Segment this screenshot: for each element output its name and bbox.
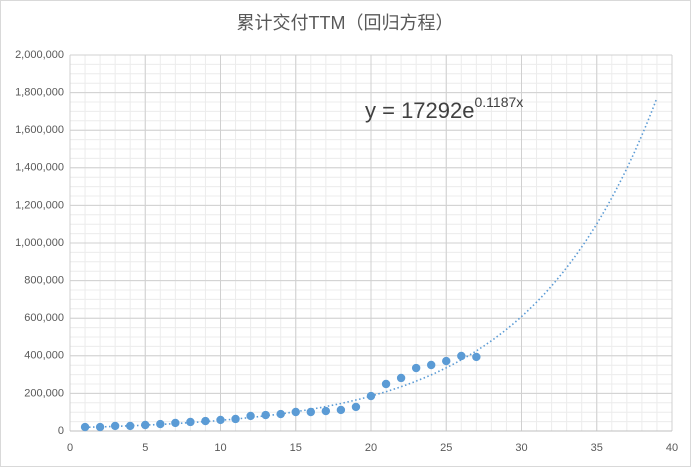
x-tick-label: 0 bbox=[67, 442, 73, 454]
y-tick-label: 1,200,000 bbox=[15, 199, 64, 211]
y-tick-label: 600,000 bbox=[24, 312, 64, 324]
y-tick-label: 2,000,000 bbox=[15, 49, 64, 61]
y-tick-label: 1,800,000 bbox=[15, 87, 64, 99]
data-point bbox=[321, 406, 331, 416]
data-point bbox=[80, 422, 90, 432]
data-point bbox=[381, 379, 391, 389]
y-tick-label: 400,000 bbox=[24, 350, 64, 362]
data-point bbox=[261, 410, 270, 420]
x-tick-label: 35 bbox=[591, 442, 603, 454]
data-point bbox=[126, 421, 135, 431]
data-point bbox=[276, 409, 285, 419]
data-point bbox=[141, 420, 150, 430]
data-point bbox=[171, 418, 180, 428]
data-point bbox=[110, 421, 120, 431]
data-point bbox=[201, 416, 210, 426]
data-point bbox=[95, 422, 105, 432]
data-point bbox=[396, 373, 406, 383]
chart-title: 累计交付TTM（回归方程） bbox=[237, 13, 454, 33]
x-tick-label: 20 bbox=[365, 442, 377, 454]
x-tick-label: 5 bbox=[142, 442, 148, 454]
y-tick-label: 0 bbox=[58, 425, 64, 437]
trendline-equation: y = 17292e0.1187x bbox=[365, 94, 523, 123]
data-point bbox=[351, 402, 361, 412]
data-point bbox=[366, 391, 376, 401]
y-tick-label: 800,000 bbox=[24, 275, 64, 287]
data-point bbox=[336, 405, 346, 415]
equation-exponent: 0.1187x bbox=[474, 94, 523, 110]
data-point bbox=[457, 351, 466, 361]
x-tick-label: 40 bbox=[666, 442, 678, 454]
data-point bbox=[427, 360, 436, 370]
data-point bbox=[156, 419, 165, 429]
y-tick-label: 1,000,000 bbox=[15, 237, 64, 249]
x-tick-label: 25 bbox=[440, 442, 452, 454]
data-point bbox=[246, 411, 255, 421]
x-tick-label: 30 bbox=[515, 442, 527, 454]
y-tick-label: 200,000 bbox=[24, 387, 64, 399]
data-point bbox=[186, 417, 195, 427]
equation-base: y = 17292e bbox=[365, 98, 474, 123]
x-tick-label: 10 bbox=[214, 442, 226, 454]
y-tick-label: 1,400,000 bbox=[15, 162, 64, 174]
data-point bbox=[442, 356, 451, 366]
data-point bbox=[306, 407, 315, 417]
data-point bbox=[231, 414, 240, 424]
y-tick-label: 1,600,000 bbox=[15, 124, 64, 136]
data-point bbox=[216, 415, 225, 425]
data-point bbox=[411, 363, 421, 373]
data-point bbox=[472, 352, 481, 362]
data-point bbox=[291, 407, 300, 417]
x-tick-label: 15 bbox=[290, 442, 302, 454]
